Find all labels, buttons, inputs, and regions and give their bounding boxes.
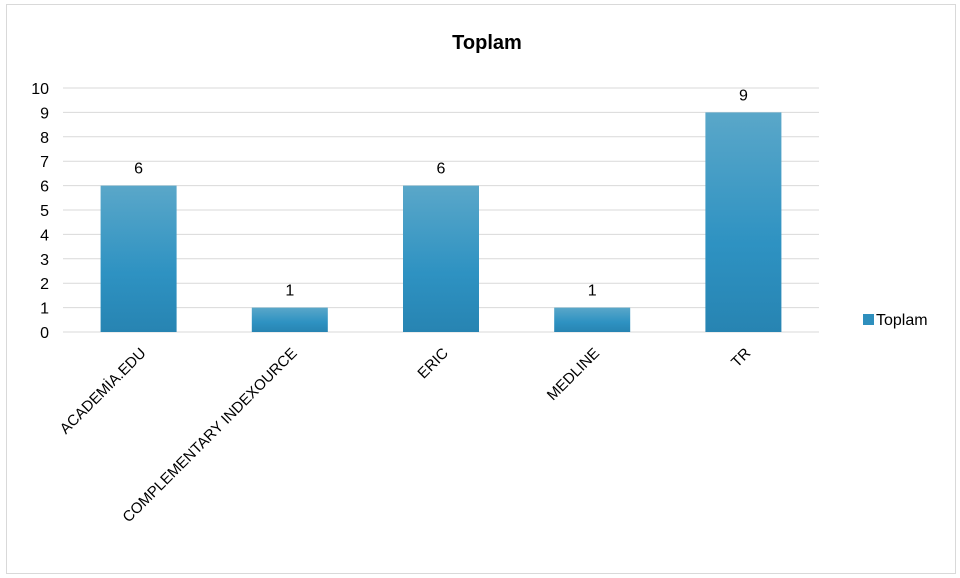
x-category-label: COMPLEMENTARY INDEXOURCE	[119, 345, 300, 526]
y-tick-label: 3	[40, 252, 49, 269]
legend-swatch	[863, 314, 874, 325]
x-category-label: MEDLINE	[544, 345, 603, 404]
x-category-label: ERIC	[414, 345, 451, 382]
data-label: 9	[739, 87, 748, 104]
bars	[100, 112, 782, 333]
y-tick-label: 10	[31, 81, 49, 98]
bar-chart: Toplam 0 1 2 3 4 5 6 7 8 9 10 6 1 6 1 9 ACADEMİA.EDUCO…	[31, 32, 928, 526]
y-tick-label: 8	[40, 130, 49, 147]
y-tick-label: 1	[40, 301, 49, 318]
data-label: 6	[134, 161, 143, 178]
data-label: 1	[285, 283, 294, 300]
y-axis-ticks: 0 1 2 3 4 5 6 7 8 9 10	[31, 81, 49, 342]
chart-title: Toplam	[452, 32, 522, 54]
y-tick-label: 0	[40, 325, 49, 342]
legend-label-toplam: Toplam	[876, 312, 928, 329]
y-tick-label: 7	[40, 154, 49, 171]
y-tick-label: 2	[40, 276, 49, 293]
bar	[554, 307, 631, 332]
y-tick-label: 9	[40, 105, 49, 122]
bar	[403, 185, 479, 332]
x-category-label: TR	[728, 345, 754, 371]
data-labels: 6 1 6 1 9	[134, 87, 748, 299]
y-tick-label: 4	[40, 227, 49, 244]
data-label: 6	[437, 161, 446, 178]
data-label: 1	[588, 283, 597, 300]
bar	[705, 112, 782, 333]
legend: Toplam	[863, 312, 928, 329]
x-category-label: ACADEMİA.EDU	[56, 344, 149, 437]
y-tick-label: 5	[40, 203, 49, 220]
bar	[251, 307, 328, 332]
y-tick-label: 6	[40, 179, 49, 196]
bar	[100, 185, 177, 332]
chart-area: Toplam 0 1 2 3 4 5 6 7 8 9 10 6 1 6 1 9 ACADEMİA.EDU CO…	[6, 4, 956, 574]
